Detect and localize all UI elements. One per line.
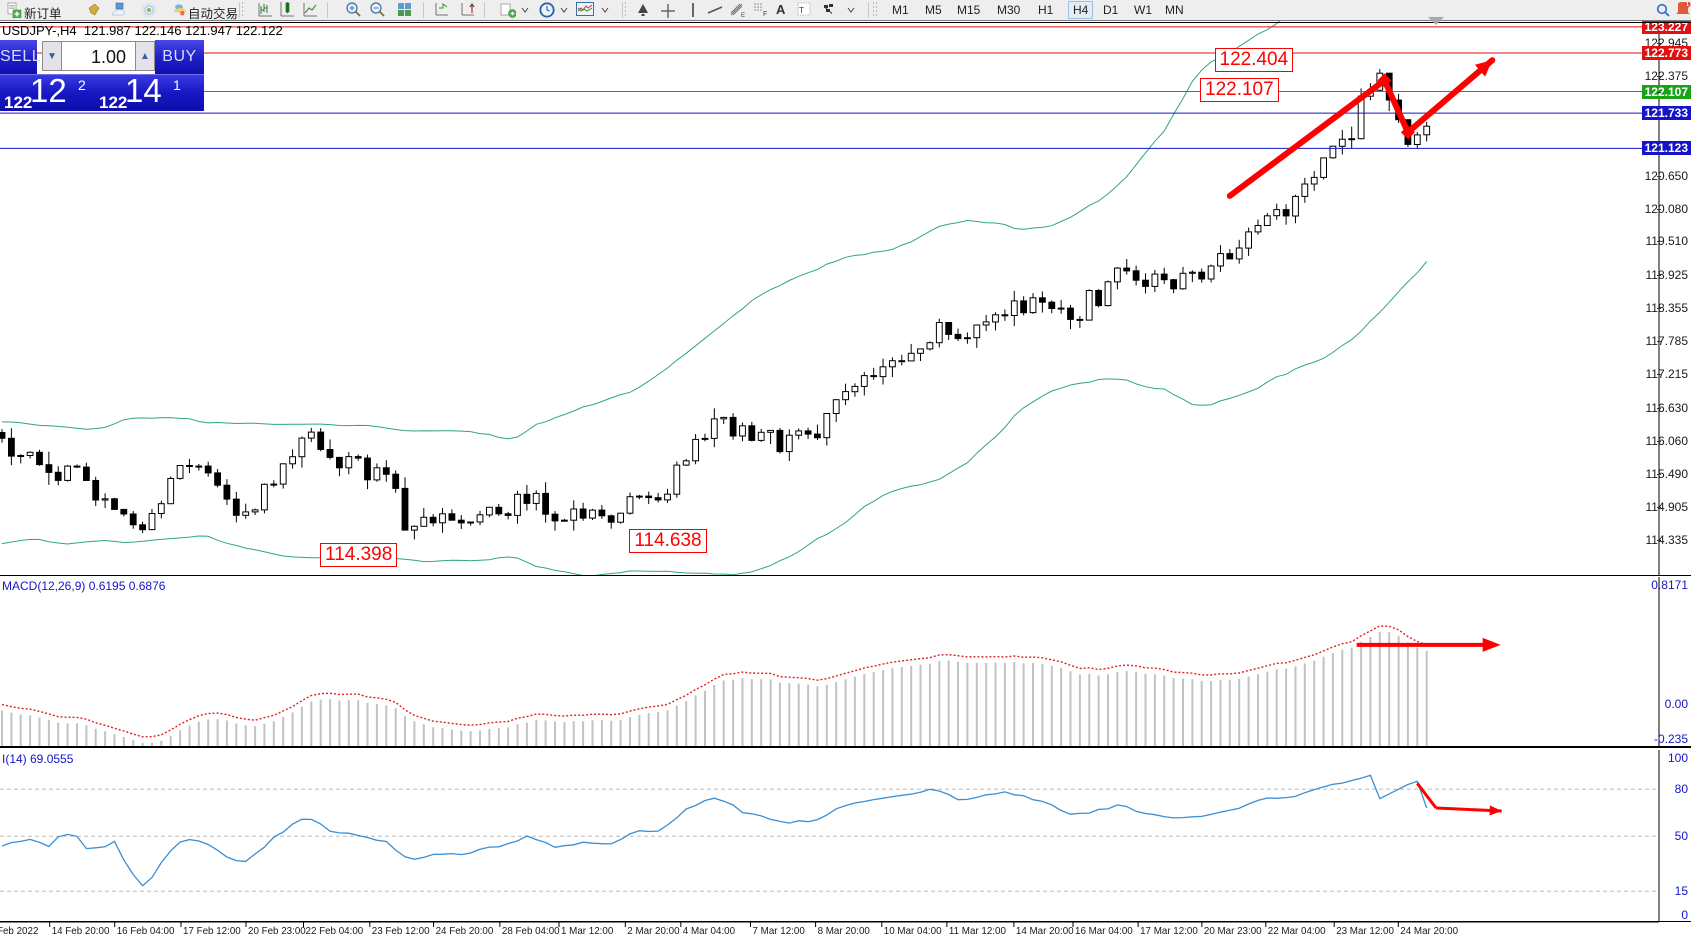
svg-text:T: T	[799, 6, 804, 15]
svg-text:F: F	[763, 11, 767, 17]
svg-text:1: 1	[1686, 2, 1689, 8]
svg-text:E: E	[741, 13, 745, 18]
